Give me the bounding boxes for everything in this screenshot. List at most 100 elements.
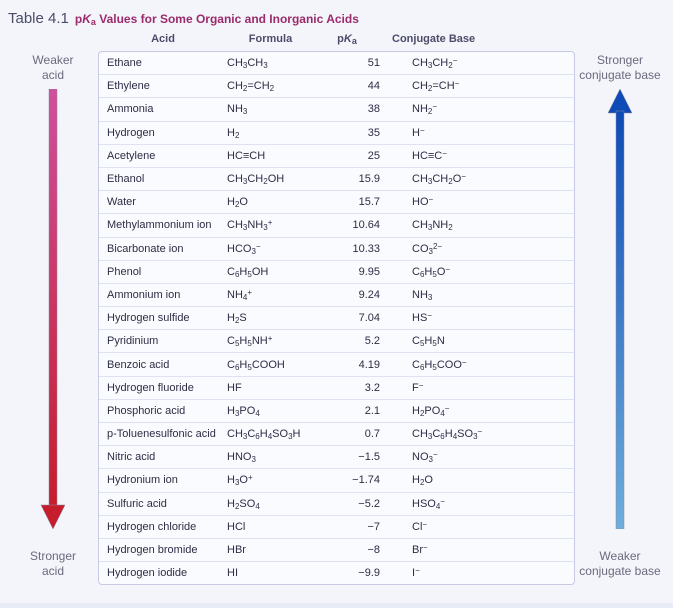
cell-formula: H2SO4: [227, 498, 322, 510]
table-row: PyridiniumC5H5NH+5.2C5H5N: [99, 330, 574, 353]
cell-acid: Phenol: [99, 266, 227, 278]
arrow-up-icon: [608, 83, 632, 549]
cell-pka: 10.33: [322, 243, 396, 255]
cell-acid: Ethanol: [99, 173, 227, 185]
cell-conjugate: F−: [396, 382, 512, 394]
cell-conjugate: H2PO4−: [396, 405, 512, 417]
header-pka: pKa: [318, 33, 376, 45]
cell-pka: −9.9: [322, 567, 396, 579]
cell-conjugate: CO32−: [396, 243, 512, 255]
table-title-line: Table 4.1 pKa Values for Some Organic an…: [8, 10, 665, 27]
cell-acid: p-Toluenesulfonic acid: [99, 428, 227, 440]
cell-acid: Hydronium ion: [99, 474, 227, 486]
cell-pka: 0.7: [322, 428, 396, 440]
cell-formula: HF: [227, 382, 322, 394]
table-body-wrap: Weakeracid Strongeracid EthaneCH3CH351CH…: [8, 51, 665, 585]
table-row: EthaneCH3CH351CH3CH2−: [99, 52, 574, 75]
cell-formula: CH3CH3: [227, 57, 322, 69]
table-row: Hydrogen iodideHI−9.9I−: [99, 562, 574, 584]
cell-pka: 51: [322, 57, 396, 69]
table-row: Ammonium ionNH4+9.24NH3: [99, 284, 574, 307]
cell-pka: 5.2: [322, 335, 396, 347]
cell-conjugate: C6H5COO−: [396, 359, 512, 371]
cell-acid: Ammonium ion: [99, 289, 227, 301]
label-stronger-acid: Strongeracid: [30, 549, 76, 579]
cell-formula: HI: [227, 567, 322, 579]
cell-acid: Methylammonium ion: [99, 219, 227, 231]
cell-conjugate: CH3NH2: [396, 219, 512, 231]
cell-pka: 15.7: [322, 196, 396, 208]
cell-acid: Hydrogen bromide: [99, 544, 227, 556]
cell-acid: Ammonia: [99, 103, 227, 115]
table-row: Hydrogen chlorideHCl−7Cl−: [99, 516, 574, 539]
table-row: Hydronium ionH3O+−1.74H2O: [99, 469, 574, 492]
cell-pka: 10.64: [322, 219, 396, 231]
cell-pka: 9.95: [322, 266, 396, 278]
table-row: EthyleneCH2=CH244CH2=CH−: [99, 75, 574, 98]
table-row: AmmoniaNH338NH2−: [99, 98, 574, 121]
cell-conjugate: Cl−: [396, 521, 512, 533]
cell-conjugate: I−: [396, 567, 512, 579]
cell-conjugate: HS−: [396, 312, 512, 324]
cell-acid: Acetylene: [99, 150, 227, 162]
table-number: Table 4.1: [8, 10, 69, 27]
table-row: Hydrogen bromideHBr−8Br−: [99, 539, 574, 562]
cell-acid: Ethylene: [99, 80, 227, 92]
cell-conjugate: H−: [396, 127, 512, 139]
cell-formula: H2S: [227, 312, 322, 324]
cell-conjugate: CH3CH2−: [396, 57, 512, 69]
cell-acid: Ethane: [99, 57, 227, 69]
cell-pka: 15.9: [322, 173, 396, 185]
cell-conjugate: HO−: [396, 196, 512, 208]
cell-formula: C6H5OH: [227, 266, 322, 278]
cell-conjugate: NO3−: [396, 451, 512, 463]
table-row: EthanolCH3CH2OH15.9CH3CH2O−: [99, 168, 574, 191]
cell-formula: HNO3: [227, 451, 322, 463]
table-row: Benzoic acidC6H5COOH4.19C6H5COO−: [99, 353, 574, 376]
cell-conjugate: Br−: [396, 544, 512, 556]
header-formula: Formula: [223, 33, 318, 45]
cell-acid: Hydrogen iodide: [99, 567, 227, 579]
header-conjugate: Conjugate Base: [376, 33, 492, 45]
cell-acid: Hydrogen: [99, 127, 227, 139]
table-row: Methylammonium ionCH3NH3+10.64CH3NH2: [99, 214, 574, 237]
right-strength-scale: Strongerconjugate base Weakerconjugate b…: [575, 51, 665, 585]
label-weaker-base: Weakerconjugate base: [579, 549, 660, 579]
cell-conjugate: CH3C6H4SO3−: [396, 428, 512, 440]
table-row: Hydrogen sulfideH2S7.04HS−: [99, 307, 574, 330]
cell-acid: Hydrogen chloride: [99, 521, 227, 533]
header-acid: Acid: [103, 33, 223, 45]
table-row: Bicarbonate ionHCO3−10.33CO32−: [99, 238, 574, 261]
column-headers: Acid Formula pKa Conjugate Base: [8, 33, 665, 45]
table-row: AcetyleneHC≡CH25HC≡C−: [99, 145, 574, 168]
cell-formula: CH3C6H4SO3H: [227, 428, 322, 440]
cell-conjugate: H2O: [396, 474, 512, 486]
table-title: pKa Values for Some Organic and Inorgani…: [75, 12, 359, 26]
cell-formula: NH3: [227, 103, 322, 115]
table-row: WaterH2O15.7HO−: [99, 191, 574, 214]
table-row: PhenolC6H5OH9.95C6H5O−: [99, 261, 574, 284]
cell-conjugate: C5H5N: [396, 335, 512, 347]
cell-conjugate: CH2=CH−: [396, 80, 512, 92]
cell-formula: HCl: [227, 521, 322, 533]
label-weaker-acid: Weakeracid: [32, 53, 73, 83]
cell-acid: Phosphoric acid: [99, 405, 227, 417]
cell-formula: NH4+: [227, 289, 322, 301]
cell-acid: Hydrogen fluoride: [99, 382, 227, 394]
cell-pka: −8: [322, 544, 396, 556]
cell-formula: H2: [227, 127, 322, 139]
cell-conjugate: HSO4−: [396, 498, 512, 510]
cell-pka: −5.2: [322, 498, 396, 510]
table-row: Phosphoric acidH3PO42.1H2PO4−: [99, 400, 574, 423]
cell-acid: Hydrogen sulfide: [99, 312, 227, 324]
cell-formula: CH3NH3+: [227, 219, 322, 231]
cell-acid: Sulfuric acid: [99, 498, 227, 510]
cell-formula: H2O: [227, 196, 322, 208]
label-stronger-base: Strongerconjugate base: [579, 53, 660, 83]
table-row: Hydrogen fluorideHF3.2F−: [99, 377, 574, 400]
cell-acid: Bicarbonate ion: [99, 243, 227, 255]
cell-formula: C5H5NH+: [227, 335, 322, 347]
arrow-down-icon: [41, 83, 65, 549]
cell-conjugate: CH3CH2O−: [396, 173, 512, 185]
cell-conjugate: NH2−: [396, 103, 512, 115]
